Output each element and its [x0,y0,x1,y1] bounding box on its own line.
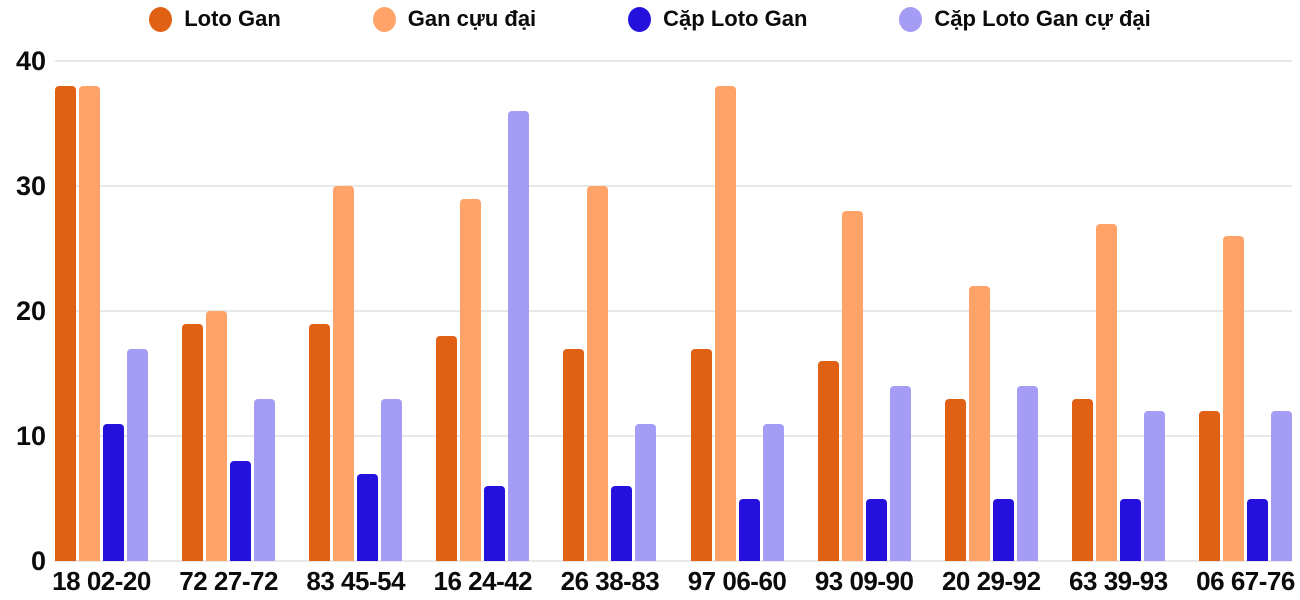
bar-gan-cựu-đại [79,86,100,561]
bar-cặp-loto-gan-cự-đại [127,348,148,561]
x-axis-category-label: 63 39-93 [1069,566,1168,596]
bar-loto-gan [182,323,204,561]
bar-gan-cựu-đại [841,211,863,561]
legend-item-label: Gan cựu đại [407,6,537,31]
legend-item-gan-cựu-đại[interactable]: Gan cựu đại [372,6,537,32]
legend-item-label: Loto Gan [184,6,281,31]
bar-group [55,61,148,561]
bar-cặp-loto-gan-cự-đại [1143,411,1165,561]
bar-cặp-loto-gan-cự-đại [635,423,657,561]
legend-color-dot-icon [628,6,652,32]
x-axis-category-label: 26 38-83 [560,566,660,596]
bar-cặp-loto-gan-cự-đại [762,423,784,561]
y-axis-tick-label: 40 [15,46,46,76]
bar-loto-gan [817,361,839,561]
y-gridline [55,60,1292,62]
bar-cặp-loto-gan [484,486,506,561]
bar-cặp-loto-gan [611,486,633,561]
bar-loto-gan [1071,398,1093,561]
bar-group [563,61,657,561]
bar-cặp-loto-gan-cự-đại [1016,386,1038,561]
bar-loto-gan [1199,411,1220,561]
legend-item-cặp-loto-gan[interactable]: Cặp Loto Gan [628,6,807,32]
bar-loto-gan [436,336,458,561]
x-axis-category-label: 20 29-92 [941,566,1041,596]
x-axis-category-label: 06 67-76 [1196,566,1295,596]
legend-item-label: Cặp Loto Gan [663,6,808,31]
bar-loto-gan [944,398,966,561]
bar-group [436,61,530,561]
bar-loto-gan [55,86,76,561]
bar-cặp-loto-gan-cự-đại [508,111,530,561]
bar-group [944,61,1038,561]
bar-gan-cựu-đại [587,186,609,561]
bar-cặp-loto-gan-cự-đại [254,398,276,561]
x-axis-category-label: 83 45-54 [306,566,406,596]
bar-loto-gan [690,348,712,561]
bar-cặp-loto-gan-cự-đại [381,398,403,561]
bar-group [1071,61,1165,561]
bar-cặp-loto-gan [865,498,887,561]
bar-cặp-loto-gan [1119,498,1141,561]
legend-item-label: Cặp Loto Gan cự đại [934,6,1151,31]
bar-gan-cựu-đại [714,86,736,561]
bar-group [690,61,784,561]
legend-color-dot-icon [899,6,923,32]
bar-gan-cựu-đại [1095,223,1117,561]
y-axis-tick-label: 10 [15,421,46,451]
x-axis-category-label: 93 09-90 [814,566,914,596]
y-axis-tick-label: 20 [15,296,46,326]
bar-gan-cựu-đại [1223,236,1244,561]
bar-cặp-loto-gan [1247,498,1268,561]
legend-color-dot-icon [372,6,396,32]
bar-gan-cựu-đại [333,186,355,561]
y-axis-tick-label: 30 [15,171,46,201]
bar-cặp-loto-gan [357,473,379,561]
bar-cặp-loto-gan [738,498,760,561]
x-axis-category-label: 72 27-72 [179,566,278,596]
x-axis-category-label: 18 02-20 [52,566,151,596]
y-gridline [55,435,1292,437]
bar-group [309,61,403,561]
bar-group [182,61,276,561]
bar-loto-gan [309,323,331,561]
bar-loto-gan [563,348,585,561]
y-gridline [55,185,1292,187]
y-axis-tick-label: 0 [30,546,46,576]
bar-group [1199,61,1292,561]
x-axis-category-label: 97 06-60 [687,566,787,596]
bar-cặp-loto-gan [103,423,124,561]
legend-item-cặp-loto-gan-cự-đại[interactable]: Cặp Loto Gan cự đại [899,6,1151,32]
bar-gan-cựu-đại [460,198,482,561]
bar-cặp-loto-gan [230,461,252,561]
bar-cặp-loto-gan-cự-đại [889,386,911,561]
x-axis-category-label: 16 24-42 [433,566,533,596]
legend-item-loto-gan[interactable]: Loto Gan [149,6,281,32]
y-gridline [55,560,1292,562]
bar-cặp-loto-gan-cự-đại [1271,411,1292,561]
bar-gan-cựu-đại [206,311,228,561]
bar-group [817,61,911,561]
legend-color-dot-icon [149,6,173,32]
bar-gan-cựu-đại [968,286,990,561]
y-gridline [55,310,1292,312]
chart-legend: Loto Gan Gan cựu đại Cặp Loto Gan Cặp Loto … [0,2,1300,36]
bar-cặp-loto-gan [992,498,1014,561]
